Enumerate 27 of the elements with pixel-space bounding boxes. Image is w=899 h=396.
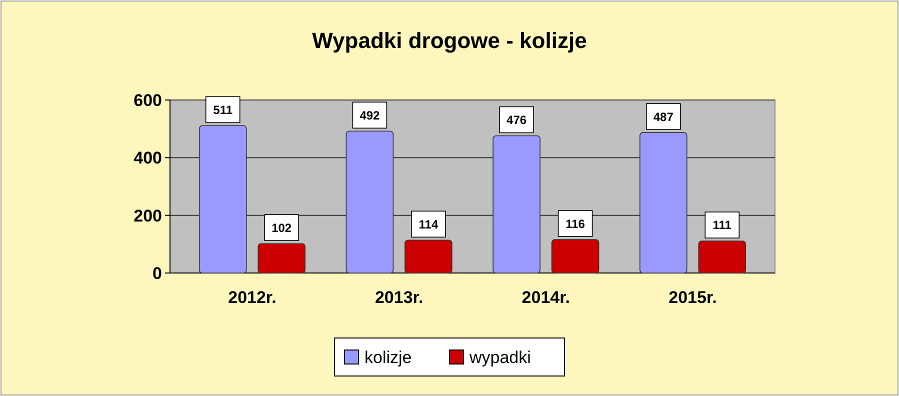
bar	[346, 130, 394, 274]
x-tick-label: 2012r.	[228, 288, 276, 307]
bar	[198, 125, 247, 274]
x-tick-label: 2015r.	[668, 288, 717, 307]
legend-label: kolizje	[364, 348, 412, 367]
y-tick-label: 600	[134, 90, 162, 110]
bar	[551, 239, 600, 274]
y-tick-label: 0	[152, 264, 162, 283]
chart-title: Wypadki drogowe - kolizje	[312, 28, 587, 53]
bar	[640, 132, 688, 274]
data-label: 487	[653, 110, 674, 124]
x-tick-label: 2014r.	[522, 288, 570, 307]
legend-label: wypadki	[468, 348, 531, 367]
y-tick-label: 400	[134, 148, 162, 168]
data-label: 114	[418, 217, 438, 232]
y-tick-label: 200	[134, 206, 162, 226]
bar	[492, 135, 540, 274]
data-label: 492	[360, 108, 380, 122]
data-label: 111	[712, 218, 732, 232]
bar	[698, 240, 746, 274]
bar	[404, 240, 452, 274]
data-label: 116	[566, 216, 586, 231]
data-label: 511	[213, 102, 233, 117]
data-label: 476	[506, 112, 527, 127]
x-tick-label: 2013r.	[374, 288, 424, 307]
data-label: 102	[272, 220, 292, 235]
bar	[258, 243, 306, 274]
